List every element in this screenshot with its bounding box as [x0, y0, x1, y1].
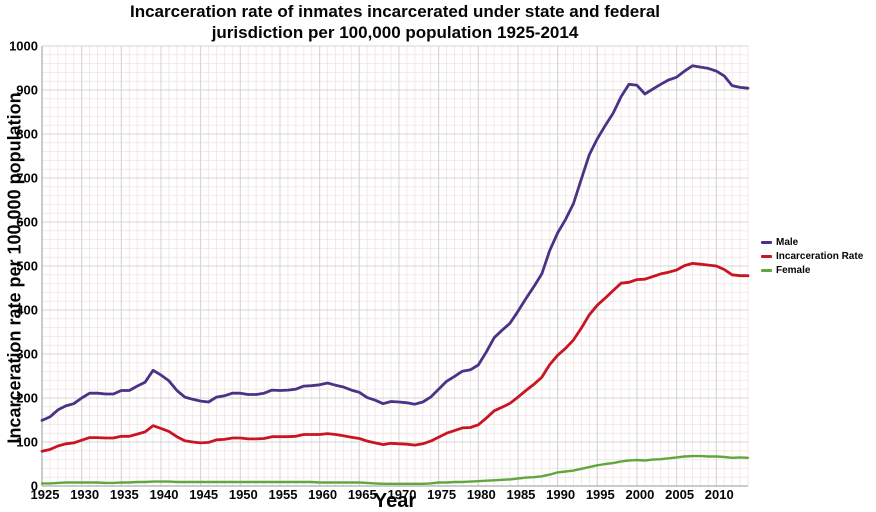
x-tick-label: 1940 — [150, 487, 179, 502]
y-tick-label: 500 — [16, 259, 38, 274]
y-tick-label: 300 — [16, 347, 38, 362]
y-tick-label: 200 — [16, 391, 38, 406]
x-tick-label: 2005 — [665, 487, 694, 502]
legend-label-male: Male — [776, 236, 799, 248]
incarceration-rate-line-swatch — [761, 254, 772, 258]
y-tick-label: 700 — [16, 171, 38, 186]
x-tick-label: 1955 — [269, 487, 298, 502]
x-tick-label: 1970 — [388, 487, 417, 502]
y-tick-label: 800 — [16, 127, 38, 142]
incarceration-rate-series-line — [40, 261, 750, 453]
y-tick-label: 400 — [16, 303, 38, 318]
chart-title-line2: jurisdiction per 100,000 population 1925… — [211, 23, 579, 42]
y-tick-label: 600 — [16, 215, 38, 230]
chart-title-line1: Incarceration rate of inmates incarcerat… — [129, 2, 661, 21]
x-tick-label: 1990 — [546, 487, 575, 502]
female-line-swatch — [761, 268, 772, 272]
x-tick-label: 2000 — [625, 487, 654, 502]
x-tick-label: 1930 — [70, 487, 99, 502]
y-tick-label: 100 — [16, 435, 38, 450]
x-tick-label: 1980 — [467, 487, 496, 502]
y-tick-label: 900 — [16, 83, 38, 98]
legend: Male Incarceration Rate Female — [761, 236, 863, 278]
x-tick-label: 2010 — [705, 487, 734, 502]
x-tick-label: 1950 — [229, 487, 258, 502]
male-line-swatch — [761, 240, 772, 244]
y-tick-label: 1000 — [9, 39, 38, 54]
x-tick-label: 1975 — [427, 487, 456, 502]
legend-label-incarceration-rate: Incarceration Rate — [776, 250, 864, 262]
x-tick-label: 1965 — [348, 487, 377, 502]
legend-label-female: Female — [776, 264, 811, 276]
x-tick-label: 1925 — [31, 487, 60, 502]
x-tick-label: 1960 — [308, 487, 337, 502]
x-tick-label: 1935 — [110, 487, 139, 502]
female-series-line — [40, 454, 750, 485]
x-axis-title: Year — [373, 490, 417, 512]
x-tick-label: 1985 — [506, 487, 535, 502]
legend-item-male: Male — [761, 236, 863, 248]
chart-title: Incarceration rate of inmates incarcerat… — [42, 1, 748, 43]
x-tick-label: 1995 — [586, 487, 615, 502]
legend-item-female: Female — [761, 264, 863, 276]
legend-item-incarceration-rate: Incarceration Rate — [761, 250, 863, 262]
x-tick-label: 1945 — [189, 487, 218, 502]
male-series-line — [40, 64, 750, 422]
y-tick-label: 0 — [31, 479, 38, 494]
